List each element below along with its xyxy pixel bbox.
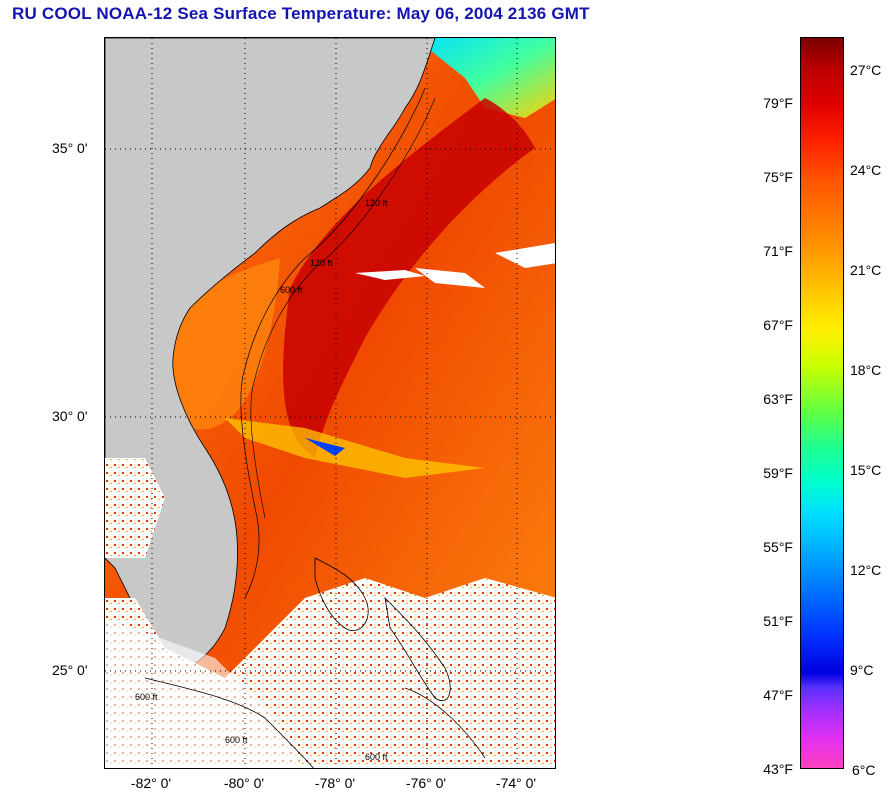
cool-water-north (415, 38, 555, 118)
colorbar-c-label: 18°C (850, 362, 882, 378)
lat-label: 35° 0' (52, 140, 88, 156)
bathymetry-contour (404, 687, 486, 759)
cloud-area (495, 243, 555, 268)
sst-map-canvas: 120 ft 120 ft 600 ft 600 ft 600 ft 600 f… (105, 38, 555, 768)
colorbar-f-label: 71°F (763, 243, 793, 259)
colorbar-f-label: 55°F (763, 539, 793, 555)
colorbar-f-label: 67°F (763, 317, 793, 333)
cloud-area (415, 268, 485, 288)
colorbar-f-label: 51°F (763, 613, 793, 629)
colorbar-c-label: 15°C (850, 462, 882, 478)
lon-label: -82° 0' (130, 775, 172, 791)
contour-label: 600 ft (280, 285, 303, 295)
colorbar-c-label: 27°C (850, 62, 882, 78)
colorbar-f-label: 79°F (763, 95, 793, 111)
gulf-stream (283, 98, 535, 458)
colorbar-c-label: 6°C (852, 762, 876, 778)
colorbar-f-label: 75°F (763, 169, 793, 185)
page-title: RU COOL NOAA-12 Sea Surface Temperature:… (12, 4, 590, 23)
colorbar-f-label: 43°F (763, 761, 793, 777)
temperature-colorbar (800, 37, 844, 769)
colorbar-f-label: 63°F (763, 391, 793, 407)
cold-patch (305, 438, 345, 456)
contour-label: 600 ft (225, 735, 248, 745)
colorbar-c-label: 21°C (850, 262, 882, 278)
lon-label: -74° 0' (495, 775, 537, 791)
cloud-area (355, 270, 425, 280)
colorbar-c-label: 24°C (850, 162, 882, 178)
lat-label: 25° 0' (52, 662, 88, 678)
contour-label: 600 ft (135, 692, 158, 702)
front-band (225, 418, 485, 478)
bahamas-outline (314, 557, 369, 631)
lon-label: -78° 0' (314, 775, 356, 791)
cloud-area (105, 458, 165, 558)
sst-map[interactable]: 120 ft 120 ft 600 ft 600 ft 600 ft 600 f… (104, 37, 556, 769)
graticule (105, 38, 555, 768)
colorbar-c-label: 12°C (850, 562, 882, 578)
colorbar-f-label: 59°F (763, 465, 793, 481)
bathymetry-contour (240, 87, 426, 599)
lon-label: -80° 0' (223, 775, 265, 791)
lon-label: -76° 0' (405, 775, 447, 791)
contour-label: 120 ft (310, 258, 333, 268)
bathymetry-contour (250, 97, 436, 519)
colorbar-f-label: 47°F (763, 687, 793, 703)
lat-label: 30° 0' (52, 408, 88, 424)
contour-label: 600 ft (365, 752, 388, 762)
contour-label: 120 ft (365, 198, 388, 208)
keys-outline (144, 677, 314, 768)
colorbar-c-label: 9°C (850, 662, 874, 678)
bahamas-outline (384, 596, 451, 701)
